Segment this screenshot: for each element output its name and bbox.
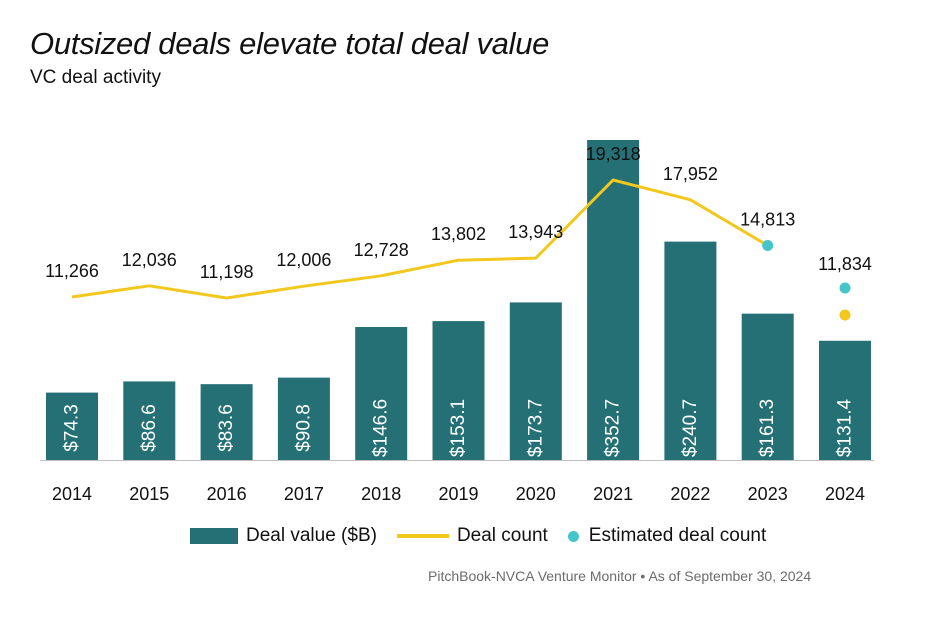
bar xyxy=(509,302,562,460)
bar xyxy=(355,326,408,460)
bar xyxy=(819,340,871,460)
bar xyxy=(741,313,794,460)
deal-count-label: 12,036 xyxy=(122,250,177,270)
bar-value-label: $240.7 xyxy=(680,399,701,457)
x-tick-label: 2017 xyxy=(284,484,324,504)
estimated-deal-count-label: 11,834 xyxy=(818,254,872,274)
x-tick-label: 2014 xyxy=(52,484,92,504)
deal-count-label: 19,318 xyxy=(586,144,641,164)
legend-label-deal-count: Deal count xyxy=(456,525,548,546)
deal-count-label: 14,813 xyxy=(740,209,795,229)
deal-count-label: 11,266 xyxy=(45,261,99,281)
x-tick-label: 2015 xyxy=(129,484,169,504)
x-tick-label: 2018 xyxy=(361,484,401,504)
chart-title: Outsized deals elevate total deal value xyxy=(30,26,550,61)
deal-count-label: 12,006 xyxy=(276,250,331,270)
deal-count-label: 12,728 xyxy=(354,240,409,260)
bar xyxy=(432,321,485,460)
legend-swatch-estimated-deal-count xyxy=(567,530,579,542)
legend-swatch-deal-count xyxy=(396,534,449,538)
bar-value-label: $83.6 xyxy=(216,404,237,452)
bar-value-label: $161.3 xyxy=(757,399,778,457)
legend-label-estimated-deal-count: Estimated deal count xyxy=(588,525,767,546)
estimated-deal-count-point xyxy=(762,239,774,251)
deal-count-label: 13,802 xyxy=(431,224,486,244)
bar-value-label: $173.7 xyxy=(525,399,546,457)
bar-value-label: $352.7 xyxy=(603,399,624,457)
legend-label-deal-value: Deal value ($B) xyxy=(246,525,377,546)
x-tick-label: 2023 xyxy=(748,484,788,504)
bar-value-label: $90.8 xyxy=(293,404,314,452)
deal-count-label: 13,943 xyxy=(508,222,563,242)
chart-subtitle: VC deal activity xyxy=(30,67,161,88)
deal-count-point-2024 xyxy=(839,309,851,321)
bar-value-label: $74.3 xyxy=(62,404,83,452)
x-tick-label: 2024 xyxy=(825,484,865,504)
x-tick-label: 2016 xyxy=(207,484,247,504)
x-tick-label: 2020 xyxy=(516,484,556,504)
source-note: PitchBook-NVCA Venture Monitor • As of S… xyxy=(428,568,812,584)
bar xyxy=(664,241,717,460)
bar xyxy=(587,140,640,460)
legend-swatch-deal-value xyxy=(190,528,238,544)
legend-item-deal-value: Deal value ($B) xyxy=(190,525,377,547)
bar xyxy=(46,392,98,460)
bar-value-label: $153.1 xyxy=(448,399,469,457)
deal-count-label: 17,952 xyxy=(663,164,718,184)
deal-count-line xyxy=(71,178,769,300)
x-tick-label: 2019 xyxy=(438,484,478,504)
bar-value-label: $146.6 xyxy=(371,399,392,457)
legend: Deal value ($B) Deal count Estimated dea… xyxy=(190,524,786,548)
x-tick-label: 2022 xyxy=(670,484,710,504)
legend-item-deal-count: Deal count xyxy=(396,525,548,547)
bar xyxy=(200,384,253,460)
legend-item-estimated-deal-count: Estimated deal count xyxy=(567,525,767,547)
bar xyxy=(123,381,176,460)
bar xyxy=(277,377,330,460)
deal-count-label: 11,198 xyxy=(200,262,254,282)
x-tick-label: 2021 xyxy=(593,484,633,504)
bar-value-label: $131.4 xyxy=(835,399,856,458)
estimated-deal-count-point xyxy=(839,282,851,294)
bar-value-label: $86.6 xyxy=(139,404,160,452)
